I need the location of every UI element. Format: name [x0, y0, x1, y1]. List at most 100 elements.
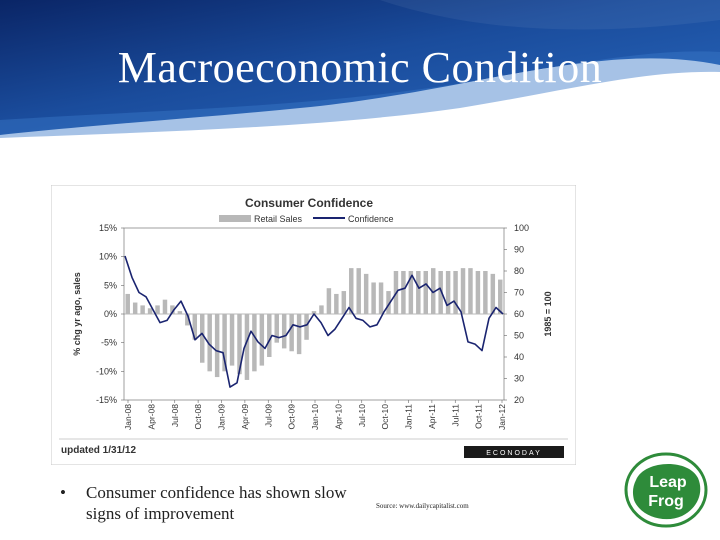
- x-tick-label: Oct-11: [474, 404, 484, 429]
- y-tick-right-label: 50: [514, 331, 524, 341]
- retail-sales-bar: [274, 314, 279, 343]
- y-tick-left-label: 10%: [99, 252, 117, 262]
- x-tick-label: Jan-08: [123, 404, 133, 430]
- retail-sales-bar: [237, 314, 242, 375]
- y-tick-right-label: 100: [514, 223, 529, 233]
- x-tick-label: Jul-10: [357, 404, 367, 427]
- legend-label-retail-sales: Retail Sales: [254, 214, 303, 224]
- legend-swatch-retail-sales: [219, 215, 251, 222]
- bullet-dot: •: [60, 483, 66, 502]
- y-tick-left-label: -10%: [96, 366, 117, 376]
- x-tick-label: Jul-09: [263, 404, 273, 427]
- retail-sales-bar: [453, 271, 458, 314]
- updated-date: updated 1/31/12: [61, 445, 136, 456]
- retail-sales-bar: [185, 314, 190, 326]
- retail-sales-bar: [162, 299, 168, 314]
- logo-text-leap: Leap: [649, 474, 687, 491]
- slide-title: Macroeconomic Condition: [117, 43, 603, 92]
- chart-svg: Consumer Confidence Retail Sales Confide…: [51, 185, 576, 465]
- x-tick-label: Jul-08: [170, 404, 180, 427]
- y-tick-left-label: 15%: [99, 223, 117, 233]
- retail-sales-bar: [401, 271, 406, 314]
- bullet-point: • Consumer confidence has shown slow sig…: [60, 482, 360, 524]
- logo-text-frog: Frog: [648, 493, 684, 510]
- retail-sales-bar: [498, 279, 503, 314]
- retail-sales-bar: [304, 314, 309, 340]
- retail-sales-bar: [430, 268, 436, 314]
- y-axis-left-label: % chg yr ago, sales: [72, 272, 82, 356]
- retail-sales-bar: [244, 314, 250, 380]
- x-tick-label: Apr-08: [146, 404, 156, 430]
- y-tick-right-label: 90: [514, 245, 524, 255]
- x-tick-label: Apr-09: [240, 404, 250, 430]
- confidence-line: [124, 255, 504, 388]
- y-tick-right-label: 80: [514, 266, 524, 276]
- x-tick-label: Apr-10: [333, 404, 343, 430]
- x-tick-label: Oct-09: [287, 404, 297, 430]
- x-tick-label: Jan-11: [404, 404, 414, 430]
- x-tick-label: Jan-12: [497, 404, 507, 430]
- retail-sales-bar: [222, 314, 227, 372]
- retail-sales-bar: [460, 268, 466, 314]
- chart-title: Consumer Confidence: [245, 196, 373, 210]
- retail-sales-bar: [356, 268, 361, 314]
- retail-sales-bar: [408, 271, 414, 314]
- y-tick-left-label: -15%: [96, 395, 117, 405]
- retail-sales-bar: [177, 311, 183, 314]
- retail-sales-bar: [267, 314, 272, 357]
- retail-sales-bar: [378, 282, 384, 314]
- y-axis-right-label: 1985 = 100: [543, 291, 553, 336]
- retail-sales-bar: [483, 271, 488, 314]
- retail-sales-bar: [281, 314, 287, 349]
- retail-sales-bar: [296, 314, 302, 355]
- y-tick-right-label: 40: [514, 352, 524, 362]
- y-tick-right-label: 60: [514, 309, 524, 319]
- retail-sales-bar: [319, 305, 324, 314]
- retail-sales-bar: [170, 305, 175, 314]
- retail-sales-bar: [468, 268, 473, 314]
- retail-sales-bar: [155, 305, 160, 314]
- bullet-text: Consumer confidence has shown slow signs…: [86, 483, 347, 523]
- legend-label-confidence: Confidence: [348, 214, 394, 224]
- x-tick-label: Oct-10: [380, 404, 390, 430]
- retail-sales-bar: [132, 302, 138, 314]
- x-tick-label: Apr-11: [427, 404, 437, 429]
- retail-sales-bar: [147, 308, 153, 314]
- retail-sales-bar: [438, 271, 443, 314]
- retail-sales-bar: [192, 314, 198, 340]
- y-tick-left-label: 0%: [104, 309, 117, 319]
- retail-sales-bar: [363, 273, 369, 314]
- retail-sales-bar: [371, 282, 376, 314]
- y-tick-left-label: -5%: [101, 338, 117, 348]
- retail-sales-bar: [341, 291, 347, 314]
- retail-sales-bar: [259, 314, 265, 366]
- econoday-badge: [464, 446, 564, 458]
- retail-sales-bar: [416, 271, 421, 314]
- retail-sales-bar: [334, 293, 339, 314]
- retail-sales-bar: [386, 291, 391, 314]
- retail-sales-bar: [252, 314, 257, 372]
- retail-sales-bar: [445, 271, 451, 314]
- x-tick-label: Oct-08: [193, 404, 203, 430]
- x-tick-label: Jan-09: [217, 404, 227, 430]
- y-tick-right-label: 20: [514, 395, 524, 405]
- y-tick-left-label: 5%: [104, 280, 117, 290]
- econoday-text: ECONODAY: [486, 450, 542, 457]
- retail-sales-bar: [125, 293, 130, 314]
- retail-sales-bar: [140, 305, 145, 314]
- title-banner: [0, 0, 720, 139]
- y-tick-right-label: 70: [514, 288, 524, 298]
- retail-sales-bar: [229, 314, 235, 366]
- y-tick-right-label: 30: [514, 374, 524, 384]
- retail-sales-bar: [207, 314, 212, 372]
- leapfrog-logo: Leap Frog: [624, 452, 708, 528]
- x-tick-label: Jul-11: [450, 404, 460, 427]
- source-note: Source: www.dailycapitalist.com: [376, 502, 469, 510]
- retail-sales-bar: [200, 314, 205, 363]
- retail-sales-bar: [349, 268, 354, 314]
- retail-sales-bar: [326, 288, 332, 314]
- consumer-confidence-chart: Consumer Confidence Retail Sales Confide…: [51, 185, 576, 465]
- retail-sales-bar: [423, 271, 428, 314]
- retail-sales-bar: [311, 311, 317, 314]
- retail-sales-bar: [490, 273, 496, 314]
